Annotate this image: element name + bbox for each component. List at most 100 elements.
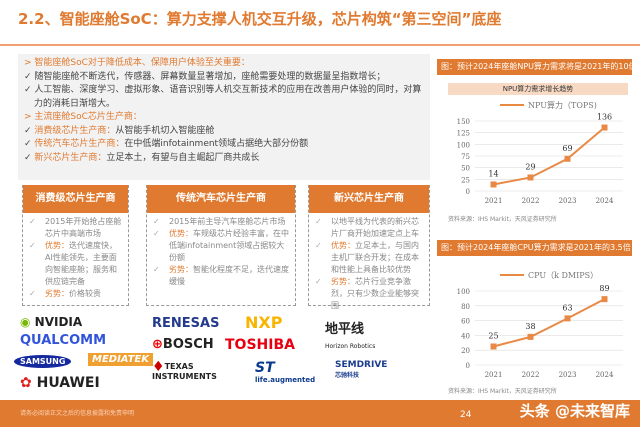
data-point — [490, 343, 497, 350]
card-point: 优势：迭代速度快，AI性能领先，主要面向智能座舱；服务和供应链完备 — [27, 240, 124, 288]
dis-text: 智能化程度不足，迭代速度缓慢 — [169, 265, 289, 286]
dis-text: 价格较贵 — [69, 289, 101, 298]
y-tick-label: 25 — [461, 176, 470, 184]
adv-label: 优势： — [331, 241, 355, 250]
adv-label: 优势： — [169, 229, 193, 238]
x-tick-label: 2021 — [485, 197, 503, 205]
data-label: 63 — [562, 303, 572, 312]
item-key: 消费级芯片生产商： — [34, 125, 116, 136]
data-label: 25 — [488, 332, 498, 341]
cpu-chart-heading: 图：预计2024年座舱CPU算力需求是2021年的3.5倍 — [437, 240, 632, 256]
bullet-text: 人工智能、深度学习、虚拟形象、语音识别等人机交互新技术的应用在改善用户体验的同时… — [34, 85, 422, 109]
data-label: 29 — [525, 162, 535, 171]
item-key: 传统汽车芯片生产商： — [34, 139, 125, 149]
renesas-logo: RENESAS — [152, 316, 220, 331]
cpu-source: 资料来源：IHS Markit，天风证券研究所 — [448, 388, 557, 395]
nvidia-logo: ◉ NVIDIA — [20, 315, 83, 329]
data-point — [564, 155, 571, 162]
data-label: 14 — [488, 169, 498, 178]
dis-label: 劣势： — [331, 277, 355, 286]
y-tick-label: 150 — [457, 118, 470, 126]
y-tick-label: 100 — [457, 288, 470, 296]
st-logo: ST life.augmented — [255, 360, 316, 384]
card-title: 消费级芯片生产商 — [23, 185, 128, 213]
card-point: 优势：车规级芯片经验丰富，在中低端infotainment领域占据较大份额 — [151, 228, 291, 264]
npu-chart-title: NPU算力需求增长趋势 — [448, 83, 628, 95]
x-tick-label: 2021 — [485, 371, 503, 379]
title-rule — [0, 44, 640, 46]
item-key: 新兴芯片生产商： — [34, 152, 107, 163]
card-point: 2015年前主导汽车座舱芯片市场 — [151, 216, 291, 228]
dis-label: 劣势： — [169, 265, 193, 274]
series-line — [493, 298, 605, 348]
data-point — [601, 124, 608, 131]
y-tick-label: 0 — [466, 188, 470, 196]
data-label: 38 — [525, 322, 535, 331]
heading-text: 主流座舱SoC芯片生产商： — [34, 112, 142, 122]
card-point: 劣势：智能化程度不足，迭代速度缓慢 — [151, 264, 291, 288]
bullet: ✓ 传统汽车芯片生产商：在中低端infotainment领域占据绝大部分份额 — [24, 139, 309, 149]
card-emerging: 新兴芯片生产商 以地平线为代表的新兴芯片厂商开始加速定点上车 优势：立足本土，与… — [308, 185, 430, 310]
x-tick-label: 2024 — [596, 371, 614, 379]
card-point: 优势：立足本土，与国内主机厂联合开发；在成本和性能上具备比较优势 — [313, 240, 425, 276]
page-number: 24 — [460, 410, 472, 420]
data-point — [527, 333, 534, 340]
x-tick-label: 2022 — [522, 371, 540, 379]
y-tick-label: 100 — [457, 141, 470, 149]
card-traditional: 传统汽车芯片生产商 2015年前主导汽车座舱芯片市场 优势：车规级芯片经验丰富，… — [146, 185, 296, 306]
mediatek-logo: MEDIATEK — [88, 353, 153, 366]
bullet-text: 随智能座舱不断迭代，传感器、屏幕数量显著增加，座舱需要处理的数据量呈指数增长； — [34, 71, 386, 82]
x-tick-label: 2023 — [559, 197, 577, 205]
npu-source: 资料来源：IHS Markit，天风证券研究所 — [448, 216, 557, 223]
card-title: 传统汽车芯片生产商 — [147, 185, 295, 213]
legend-label: NPU算力（TOPS) — [528, 100, 597, 110]
data-point — [490, 181, 497, 188]
data-label: 69 — [562, 144, 572, 153]
data-point — [527, 174, 534, 181]
npu-chart: NPU算力（TOPS) 0 25 50 75 100 125 150 2021 2022 2023 2… — [457, 100, 623, 205]
samsung-logo: SAMSUNG — [14, 355, 72, 368]
page-title: 2.2、智能座舱SoC：算力支撑人机交互升级，芯片构筑“第三空间”底座 — [18, 10, 502, 28]
legend-label: CPU（k DMIPS） — [528, 271, 598, 280]
card-point: 2015年开始抢占座舱芯片中高端市场 — [27, 216, 124, 240]
toshiba-logo: TOSHIBA — [225, 337, 295, 353]
card-consumer: 消费级芯片生产商 2015年开始抢占座舱芯片中高端市场 优势：迭代速度快，AI性… — [22, 185, 129, 306]
horizon-logo: 地平线 Horizon Robotics — [325, 322, 376, 350]
adv-text: 立足本土，与国内主机厂联合开发；在成本和性能上具备比较优势 — [331, 241, 419, 274]
y-tick-label: 75 — [461, 153, 470, 161]
nxp-logo: NXP — [245, 313, 283, 332]
qualcomm-logo: QUALCOMM — [20, 333, 107, 348]
bullet: ✓ 消费级芯片生产商：从智能手机切入智能座舱 — [24, 125, 215, 136]
y-tick-label: 40 — [461, 332, 470, 340]
y-tick-label: 60 — [461, 318, 470, 326]
heading-text: 智能座舱SoC对于降低成本、保障用户体验至关重要： — [34, 58, 250, 68]
data-point — [564, 315, 571, 322]
ti-logo: ♦ TEXAS INSTRUMENTS — [152, 359, 217, 381]
y-tick-label: 80 — [461, 303, 470, 311]
adv-label: 优势： — [45, 241, 69, 250]
y-tick-label: 125 — [457, 130, 470, 138]
intro-heading-2: > 主流座舱SoC芯片生产商： — [24, 112, 142, 122]
card-title: 新兴芯片生产商 — [309, 185, 429, 213]
bullet: ✓ 人工智能、深度学习、虚拟形象、语音识别等人机交互新技术的应用在改善用户体验的… — [24, 85, 422, 109]
x-tick-label: 2022 — [522, 197, 540, 205]
semidrive-logo: SEMDRIVE 芯驰科技 — [335, 360, 388, 379]
cpu-chart: CPU（k DMIPS） 0 20 40 60 80 100 2021 2022 2023 2024… — [457, 271, 623, 379]
y-tick-label: 20 — [461, 347, 470, 355]
footer-band — [0, 400, 640, 427]
item-value: 从智能手机切入智能座舱 — [115, 125, 215, 136]
series-line — [493, 126, 606, 186]
bullet: ✓ 新兴芯片生产商：立足本土，有望与自主崛起厂商共成长 — [24, 152, 260, 163]
dis-label: 劣势： — [45, 289, 69, 298]
dis-text: 芯片行业竞争激烈，只有少数企业能够突围 — [331, 277, 419, 310]
x-tick-label: 2024 — [596, 197, 614, 205]
item-value: 在中低端infotainment领域占据绝大部分份额 — [124, 139, 309, 149]
data-point — [601, 296, 608, 303]
huawei-logo: ✿ HUAWEI — [20, 375, 100, 391]
data-label: 136 — [597, 113, 612, 122]
bosch-logo: ⊕BOSCH — [152, 337, 214, 352]
adv-text: 车规级芯片经验丰富，在中低端infotainment领域占据较大份额 — [169, 229, 289, 262]
intro-heading-1: > 智能座舱SoC对于降低成本、保障用户体验至关重要： — [24, 58, 250, 68]
footer-disclaimer: 请务必阅读正文之后的信息披露和免责申明 — [20, 410, 135, 417]
intro-box: > 智能座舱SoC对于降低成本、保障用户体验至关重要： ✓ 随智能座舱不断迭代，… — [18, 54, 430, 180]
